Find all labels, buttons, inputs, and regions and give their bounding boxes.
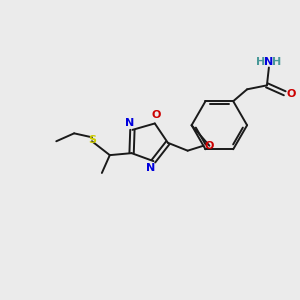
Text: H: H bbox=[256, 57, 266, 67]
Text: O: O bbox=[151, 110, 160, 121]
Text: H: H bbox=[272, 57, 281, 67]
Text: S: S bbox=[88, 135, 96, 145]
Text: N: N bbox=[125, 118, 134, 128]
Text: O: O bbox=[205, 141, 214, 151]
Text: N: N bbox=[264, 57, 274, 67]
Text: O: O bbox=[287, 89, 296, 99]
Text: N: N bbox=[146, 163, 155, 173]
